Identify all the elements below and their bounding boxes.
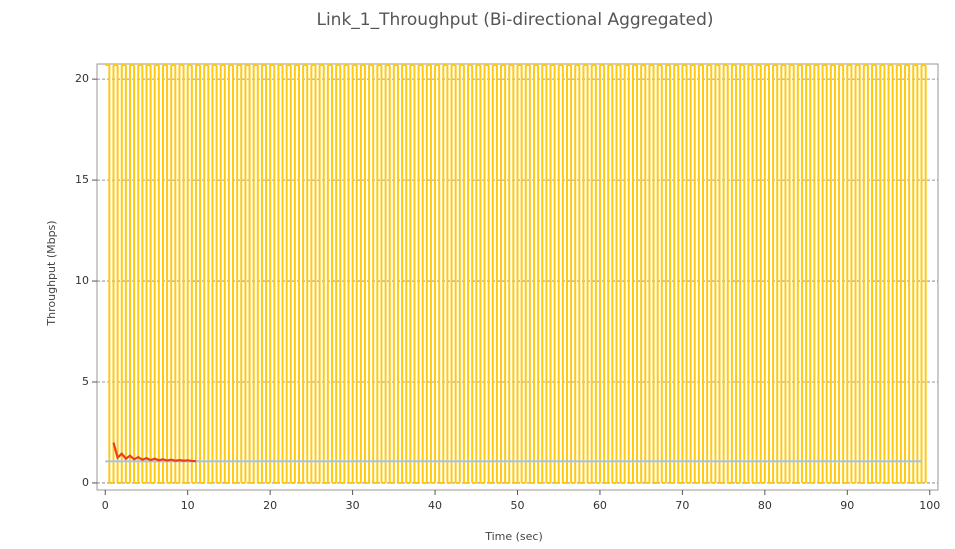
x-tick-label: 50: [511, 499, 525, 512]
x-tick-label: 90: [840, 499, 854, 512]
y-axis-label: Throughput (Mbps): [45, 220, 58, 326]
x-tick-label: 10: [181, 499, 195, 512]
y-tick-label: 15: [75, 173, 89, 186]
x-tick-label: 0: [102, 499, 109, 512]
x-tick-label: 100: [919, 499, 940, 512]
x-tick-label: 20: [263, 499, 277, 512]
y-tick-label: 5: [82, 375, 89, 388]
x-tick-label: 60: [593, 499, 607, 512]
x-tick-label: 40: [428, 499, 442, 512]
x-tick-label: 70: [675, 499, 689, 512]
y-tick-label: 0: [82, 476, 89, 489]
x-tick-label: 30: [346, 499, 360, 512]
series-line: [112, 442, 196, 463]
y-tick-label: 10: [75, 274, 89, 287]
x-axis-label: Time (sec): [484, 530, 543, 543]
x-tick-label: 80: [758, 499, 772, 512]
chart-title: Link_1_Throughput (Bi-directional Aggreg…: [316, 10, 713, 30]
y-tick-label: 20: [75, 72, 89, 85]
